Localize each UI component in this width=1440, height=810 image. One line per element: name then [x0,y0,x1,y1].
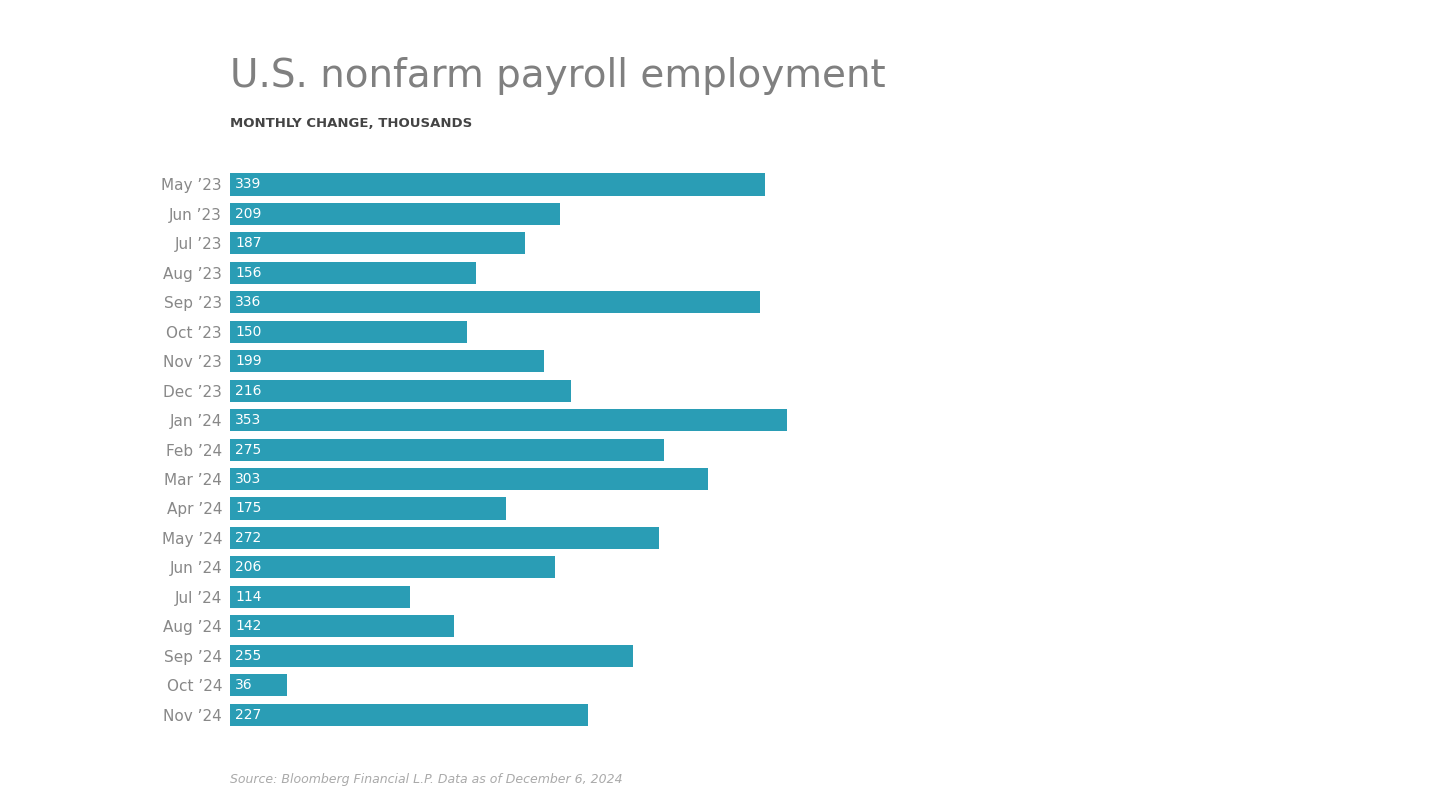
Text: 275: 275 [235,442,262,457]
Bar [230,292,760,313]
Bar [230,526,660,549]
Bar [230,556,556,578]
Bar [230,232,526,254]
Bar [230,350,544,373]
Bar [230,380,572,402]
Text: MONTHLY CHANGE, THOUSANDS: MONTHLY CHANGE, THOUSANDS [230,117,472,130]
Text: 150: 150 [235,325,262,339]
Bar [230,202,560,225]
Bar [230,468,708,490]
Text: Source: Bloomberg Financial L.P. Data as of December 6, 2024: Source: Bloomberg Financial L.P. Data as… [230,773,624,786]
Text: 336: 336 [235,296,262,309]
Bar [230,674,287,697]
Text: 216: 216 [235,384,262,398]
Text: 339: 339 [235,177,262,191]
Text: 353: 353 [235,413,262,427]
Bar [230,616,455,637]
Text: 187: 187 [235,237,262,250]
Text: 206: 206 [235,561,262,574]
Text: 255: 255 [235,649,262,663]
Bar [230,645,632,667]
Bar [230,438,664,461]
Bar [230,321,467,343]
Text: 114: 114 [235,590,262,603]
Bar [230,497,507,519]
Text: 209: 209 [235,207,262,221]
Text: 36: 36 [235,678,253,693]
Bar [230,704,589,726]
Text: 227: 227 [235,708,262,722]
Text: 303: 303 [235,472,262,486]
Text: 142: 142 [235,620,262,633]
Bar [230,173,765,195]
Bar [230,586,410,608]
Text: U.S. nonfarm payroll employment: U.S. nonfarm payroll employment [230,57,886,95]
Text: 199: 199 [235,354,262,369]
Text: 272: 272 [235,531,262,545]
Text: 156: 156 [235,266,262,279]
Bar [230,409,788,431]
Text: 175: 175 [235,501,262,515]
Bar [230,262,477,284]
